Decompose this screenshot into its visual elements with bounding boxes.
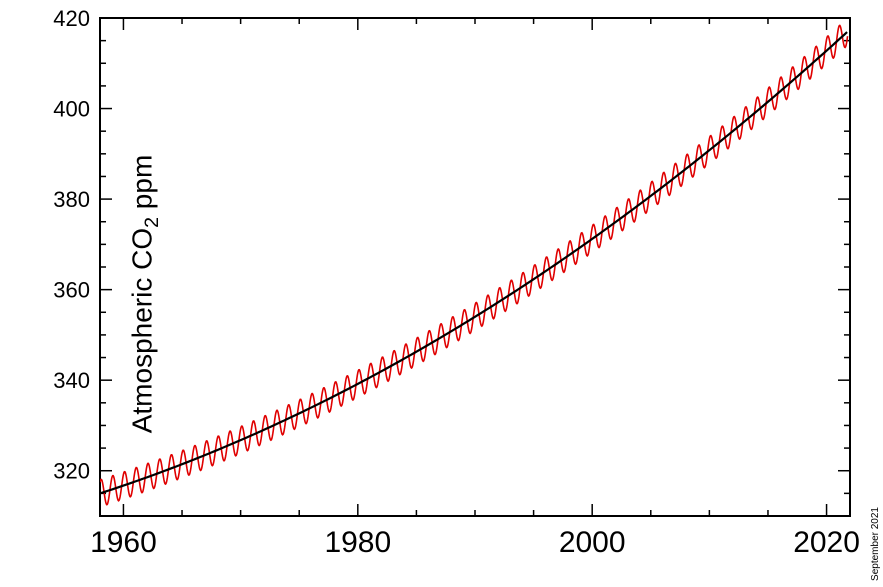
svg-text:340: 340: [53, 368, 90, 393]
trend-line: [100, 32, 847, 493]
svg-text:320: 320: [53, 459, 90, 484]
y-axis-label: Atmospheric CO2 ppm: [126, 154, 164, 433]
seasonal-line: [100, 25, 848, 504]
svg-text:1960: 1960: [90, 526, 157, 559]
svg-text:400: 400: [53, 97, 90, 122]
svg-text:2020: 2020: [793, 526, 860, 559]
svg-text:420: 420: [53, 6, 90, 31]
svg-text:360: 360: [53, 278, 90, 303]
chart-container: Atmospheric CO2 ppm September 2021 1960 1…: [0, 0, 883, 587]
date-note: September 2021: [870, 507, 881, 581]
svg-text:380: 380: [53, 187, 90, 212]
svg-text:2000: 2000: [559, 526, 626, 559]
svg-text:1980: 1980: [324, 526, 391, 559]
